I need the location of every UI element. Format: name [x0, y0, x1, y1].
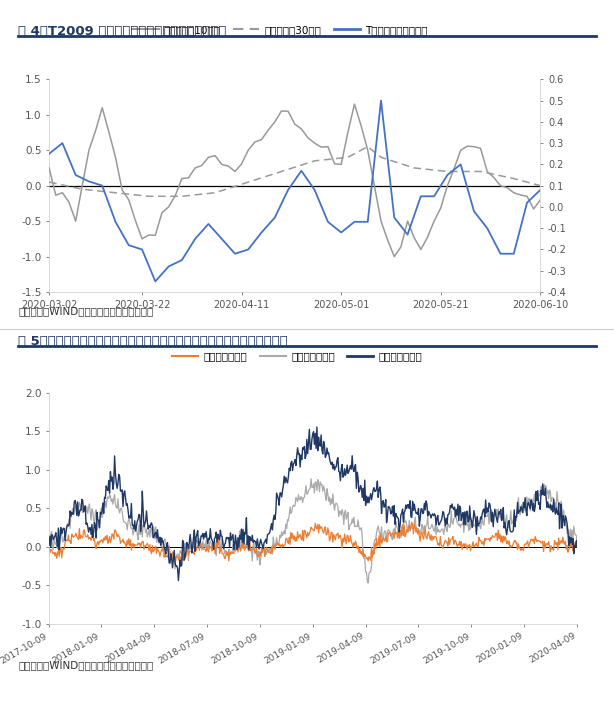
- Text: 图 5：二债、五债和十债主连期货合约净基差走势图（根据中债估值测算）: 图 5：二债、五债和十债主连期货合约净基差走势图（根据中债估值测算）: [18, 335, 288, 348]
- Legend: 二债主连净基差, 五债主连净基差, 十债主连净基差: 二债主连净基差, 五债主连净基差, 十债主连净基差: [168, 348, 427, 366]
- Text: 数据来源：WIND、国信证券经济研究所整理: 数据来源：WIND、国信证券经济研究所整理: [18, 306, 154, 317]
- Legend: 市场情绪（10日）, 市场情绪（30日）, T除权后净基差（右）: 市场情绪（10日）, 市场情绪（30日）, T除权后净基差（右）: [128, 21, 432, 39]
- Text: 图 4：T2009 合约除权后净基差及市场情绪走势图: 图 4：T2009 合约除权后净基差及市场情绪走势图: [18, 25, 227, 38]
- Text: 数据来源：WIND、国信证券经济研究所整理: 数据来源：WIND、国信证券经济研究所整理: [18, 660, 154, 670]
